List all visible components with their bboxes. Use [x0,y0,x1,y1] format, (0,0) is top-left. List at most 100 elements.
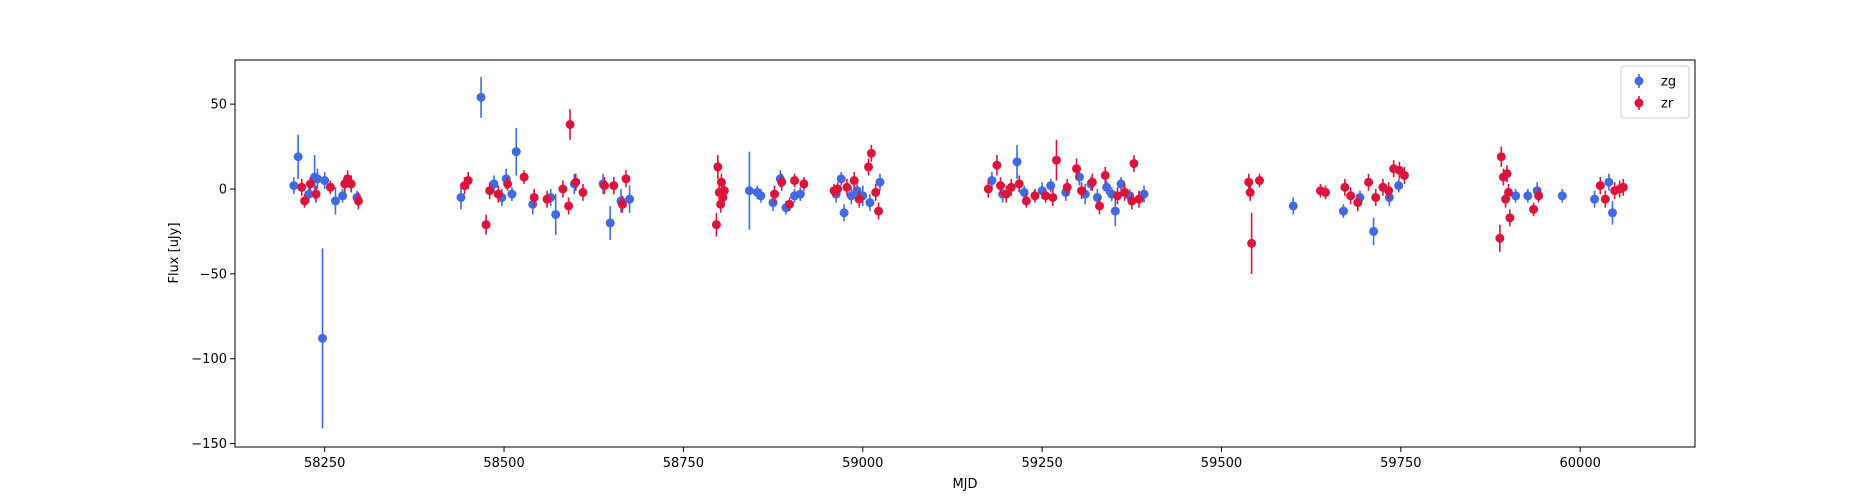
x-tick-label: 59750 [1380,456,1421,471]
x-tick-label: 59000 [842,456,883,471]
data-point [542,194,552,204]
x-axis: 58250 58500 58750 59000 59250 59500 59750 60000 [304,447,1601,471]
data-point [777,177,787,187]
data-point [874,206,884,216]
data-point [718,192,728,202]
data-point [756,191,766,201]
data-point [833,184,843,194]
data-point [529,192,539,202]
x-tick-label: 58500 [483,456,524,471]
data-point [1014,179,1024,189]
data-point [719,186,729,196]
data-point [1019,187,1029,197]
data-point [551,209,561,219]
data-point [1030,191,1040,201]
data-point [836,174,846,184]
data-point [1511,191,1521,201]
data-point [799,179,809,189]
series-zg [289,76,1617,429]
data-point [578,187,588,197]
y-tick-label: −50 [200,267,227,282]
data-point [1051,155,1061,165]
data-point [1100,170,1110,180]
data-point [1077,186,1087,196]
data-point [1399,170,1409,180]
data-point [1595,181,1605,191]
data-point [609,181,619,191]
data-point [1110,206,1120,216]
data-point [493,189,503,199]
data-point [1495,233,1505,243]
data-point [1006,182,1016,192]
data-point [1600,194,1610,204]
data-point [1046,181,1056,191]
legend-swatch-marker [1634,98,1644,108]
data-point [1062,182,1072,192]
data-point [313,174,323,184]
y-tick-label: −100 [191,352,227,367]
data-point [1557,191,1567,201]
data-point [1534,191,1544,201]
data-point [992,160,1002,170]
data-point [1523,191,1533,201]
data-point [1321,187,1331,197]
data-point [1394,181,1404,191]
data-point [1112,191,1122,201]
data-point [1590,194,1600,204]
data-point [790,176,800,186]
data-point [1001,189,1011,199]
data-point [1048,192,1058,202]
data-point [839,208,849,218]
y-axis-label: Flux [uJy] [167,222,182,283]
legend: zg zr [1620,65,1690,119]
data-point [625,194,635,204]
data-point [842,182,852,192]
data-point [1021,196,1031,206]
data-point [565,120,575,129]
data-point [320,176,330,186]
data-point [1607,208,1617,218]
data-point [770,189,780,199]
y-tick-label: −150 [191,437,227,452]
data-point [866,148,876,158]
data-point [1041,191,1051,201]
data-point [346,179,356,189]
data-point [795,189,805,199]
data-point [293,152,303,162]
data-point [304,189,314,199]
data-point [318,333,328,343]
data-point [476,92,486,102]
data-point [489,179,499,189]
data-point [353,196,363,206]
data-point [1346,191,1356,201]
data-point [983,184,993,194]
data-point [1529,204,1539,214]
data-point [1012,157,1022,167]
data-point [1288,201,1298,211]
data-point [511,147,521,157]
data-point [1496,152,1506,162]
series-zr [297,109,1628,274]
data-point [744,186,754,196]
data-point [1503,187,1513,197]
data-point [1092,192,1102,202]
data-point [463,176,473,186]
data-point [617,199,627,209]
data-point [456,192,466,202]
data-point [711,220,721,230]
data-point [1384,186,1394,196]
data-point [564,201,574,211]
x-tick-label: 58750 [663,456,704,471]
data-point [485,186,495,196]
data-point [1127,196,1137,206]
data-point [1364,177,1374,187]
data-point [1095,201,1105,211]
data-point [785,199,795,209]
data-point [854,194,864,204]
data-point [1353,198,1363,208]
legend-entry-label: zr [1661,97,1674,112]
data-point [1338,206,1348,216]
x-tick-label: 58250 [304,456,345,471]
y-tick-label: 50 [210,98,227,113]
data-point [481,220,491,230]
